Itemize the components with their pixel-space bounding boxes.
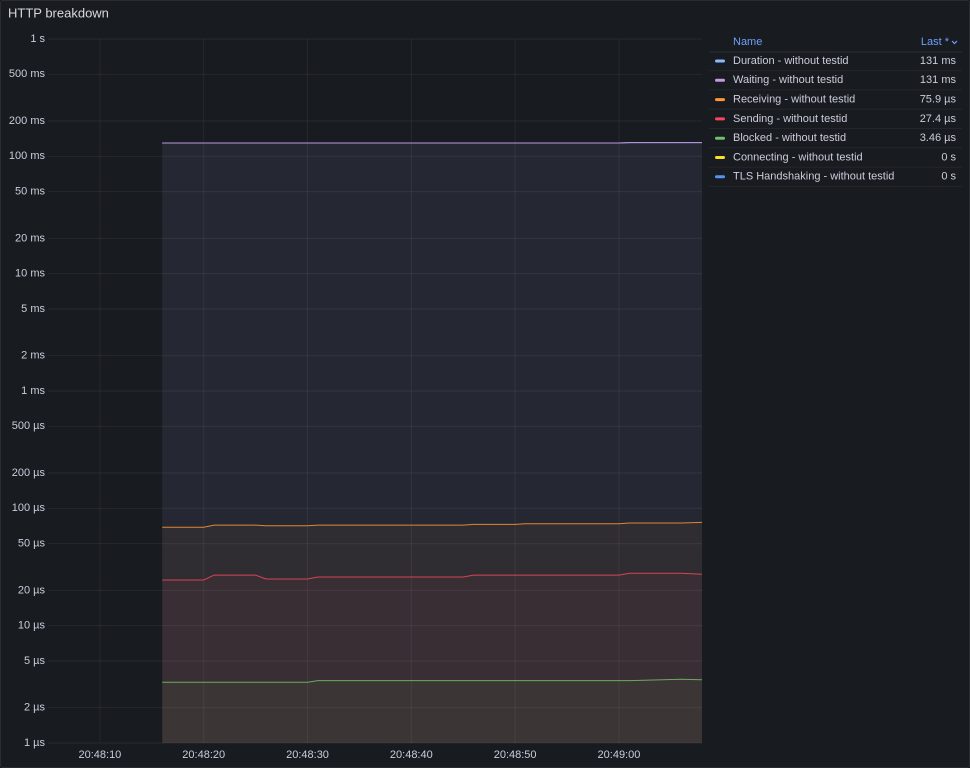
legend-header-name[interactable]: Name: [733, 36, 762, 48]
y-tick-label: 500 ms: [9, 68, 46, 80]
series-line: [162, 678, 703, 683]
y-tick-label: 1 µs: [24, 737, 46, 749]
legend-value: 0 s: [941, 171, 956, 183]
legend: Name Last * Duration - without testid 131…: [709, 36, 962, 187]
legend-row[interactable]: Duration - without testid 131 ms: [709, 55, 962, 72]
legend-name: Receiving - without testid: [733, 94, 855, 106]
legend-name: TLS Handshaking - without testid: [733, 171, 894, 183]
y-tick-label: 10 µs: [18, 620, 46, 632]
x-tick-label: 20:48:30: [286, 749, 329, 761]
legend-value: 27.4 µs: [920, 113, 957, 125]
legend-swatch: [715, 98, 725, 102]
y-tick-label: 5 µs: [24, 655, 46, 667]
series-area: [162, 573, 702, 743]
x-tick-label: 20:48:40: [390, 749, 433, 761]
legend-row[interactable]: Blocked - without testid 3.46 µs: [709, 132, 962, 149]
y-tick-label: 1 s: [30, 33, 45, 45]
sort-chevron[interactable]: [951, 40, 958, 45]
legend-value: 131 ms: [920, 74, 957, 86]
legend-value: 0 s: [941, 151, 956, 163]
legend-value: 131 ms: [920, 55, 957, 67]
y-tick-label: 50 ms: [15, 186, 45, 198]
y-tick-label: 20 ms: [15, 232, 45, 244]
legend-swatch: [715, 156, 725, 159]
y-tick-label: 20 µs: [18, 584, 46, 596]
y-tick-label: 200 ms: [9, 115, 46, 127]
legend-row[interactable]: TLS Handshaking - without testid 0 s: [709, 171, 962, 187]
legend-header-value[interactable]: Last *: [921, 36, 950, 48]
legend-name: Blocked - without testid: [733, 132, 846, 144]
legend-row[interactable]: Connecting - without testid 0 s: [709, 151, 962, 168]
series-area: [162, 522, 702, 743]
y-tick-label: 2 µs: [24, 702, 46, 714]
y-tick-label: 500 µs: [12, 420, 46, 432]
legend-swatch: [715, 175, 725, 179]
legend-row[interactable]: Waiting - without testid 131 ms: [709, 74, 962, 91]
legend-swatch: [715, 117, 725, 121]
plot-area: 1 s 500 ms 200 ms 100 ms 50 ms 20 ms 10 ms 5 ms…: [9, 33, 703, 761]
legend-swatch: [715, 136, 725, 140]
legend-value: 75.9 µs: [920, 94, 957, 106]
legend-value: 3.46 µs: [920, 132, 957, 144]
x-tick-label: 20:48:10: [78, 749, 121, 761]
series-area: [162, 142, 702, 744]
legend-row[interactable]: Sending - without testid 27.4 µs: [709, 113, 962, 129]
x-tick-label: 20:49:00: [598, 749, 641, 761]
y-tick-label: 10 ms: [15, 268, 45, 280]
series-line: [162, 521, 703, 528]
legend-swatch: [715, 59, 725, 63]
legend-row[interactable]: Receiving - without testid 75.9 µs: [709, 94, 962, 110]
y-tick-label: 50 µs: [18, 538, 46, 550]
y-tick-label: 2 ms: [21, 350, 45, 362]
y-tick-label: 1 ms: [21, 385, 45, 397]
y-tick-label: 200 µs: [12, 467, 46, 479]
legend-swatch: [715, 78, 725, 82]
y-tick-label: 100 µs: [12, 502, 46, 514]
legend-name: Connecting - without testid: [733, 151, 863, 163]
y-tick-label: 5 ms: [21, 303, 45, 315]
series-area: [162, 679, 702, 743]
legend-name: Duration - without testid: [733, 55, 849, 67]
panel-title: HTTP breakdown: [8, 5, 109, 20]
x-tick-label: 20:48:20: [182, 749, 225, 761]
legend-name: Waiting - without testid: [733, 74, 843, 86]
legend-name: Sending - without testid: [733, 113, 847, 125]
x-tick-label: 20:48:50: [494, 749, 537, 761]
y-tick-label: 100 ms: [9, 150, 46, 162]
series-line: [162, 572, 703, 581]
series-area: [162, 142, 702, 744]
